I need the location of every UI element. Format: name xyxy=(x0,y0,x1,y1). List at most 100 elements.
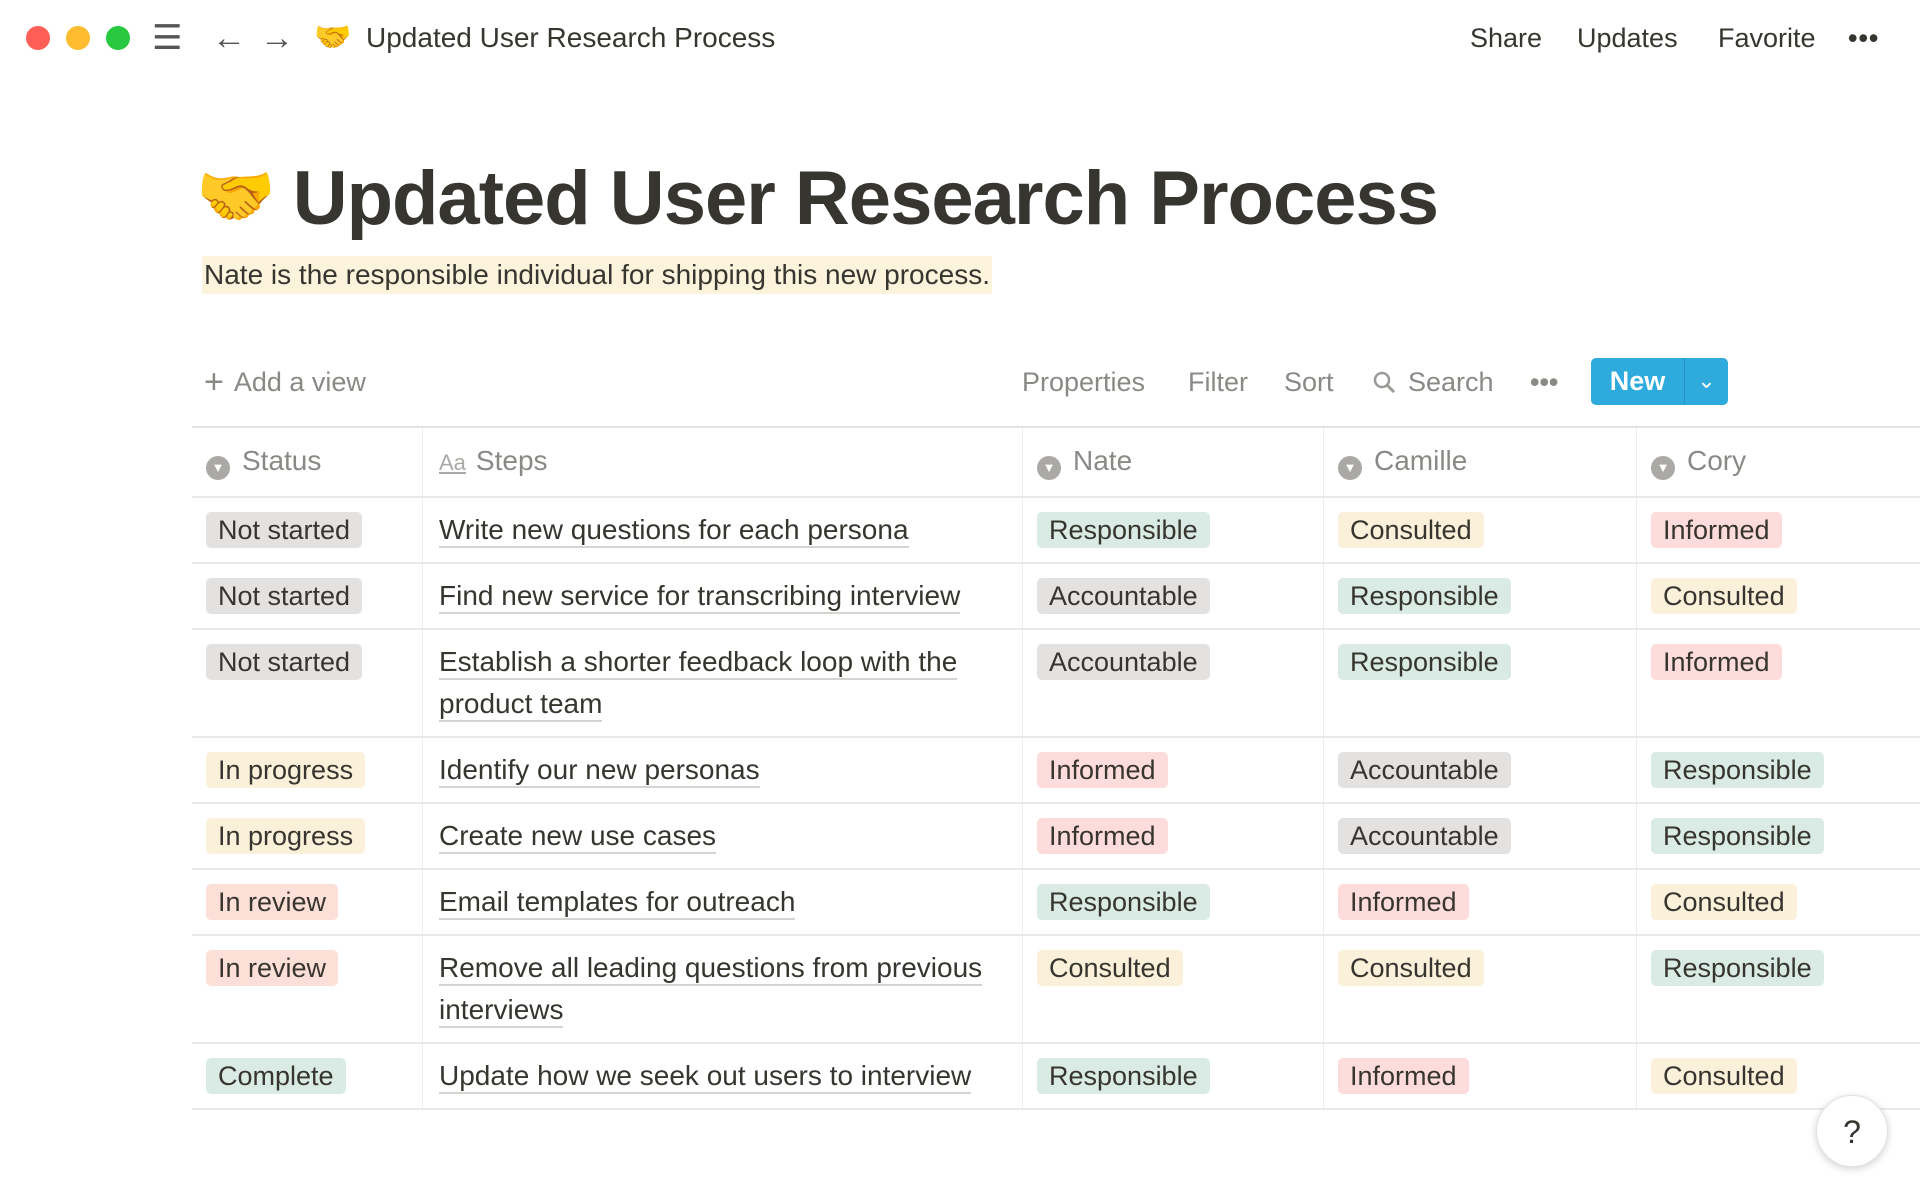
add-view-button[interactable]: + Add a view xyxy=(204,362,366,402)
cell-nate[interactable]: Accountable xyxy=(1023,564,1324,628)
table-row: In review Email templates for outreach Res… xyxy=(192,870,1920,936)
search-icon xyxy=(1373,371,1396,394)
table-header: ▼ Status Aa Steps ▼ Nate ▼ Camille ▼ Cory xyxy=(192,428,1920,498)
cell-cory[interactable]: Informed xyxy=(1637,630,1920,736)
cell-nate[interactable]: Responsible xyxy=(1023,1044,1324,1108)
step-link[interactable]: Identify our new personas xyxy=(439,754,760,788)
cell-status[interactable]: In review xyxy=(192,870,423,934)
forward-arrow-icon[interactable]: → xyxy=(260,19,294,57)
chevron-down-icon[interactable]: ⌄ xyxy=(1684,358,1728,405)
minimize-window-button[interactable] xyxy=(66,26,90,50)
column-header-cory[interactable]: ▼ Cory xyxy=(1637,428,1920,496)
cell-status[interactable]: In progress xyxy=(192,804,423,868)
share-button[interactable]: Share xyxy=(1470,23,1543,53)
role-tag: Responsible xyxy=(1037,1058,1210,1094)
cell-status[interactable]: Not started xyxy=(192,564,423,628)
cell-cory[interactable]: Consulted xyxy=(1637,1044,1920,1108)
cell-step[interactable]: Identify our new personas xyxy=(423,738,1023,802)
role-tag: Informed xyxy=(1037,752,1168,788)
page-title-text: Updated User Research Process xyxy=(292,156,1439,241)
column-label: Nate xyxy=(1073,445,1133,476)
cell-cory[interactable]: Responsible xyxy=(1637,804,1920,868)
cell-nate[interactable]: Responsible xyxy=(1023,870,1324,934)
cell-step[interactable]: Write new questions for each persona xyxy=(423,498,1023,562)
sort-button[interactable]: Sort xyxy=(1284,367,1334,397)
table-row: Not started Find new service for transcri… xyxy=(192,564,1920,630)
role-tag: Accountable xyxy=(1037,644,1210,680)
cell-step[interactable]: Update how we seek out users to intervie… xyxy=(423,1044,1023,1108)
cell-step[interactable]: Establish a shorter feedback loop with t… xyxy=(423,630,1023,736)
column-label: Cory xyxy=(1687,445,1747,476)
maximize-window-button[interactable] xyxy=(106,26,130,50)
select-property-icon: ▼ xyxy=(206,456,230,480)
cell-step[interactable]: Email templates for outreach xyxy=(423,870,1023,934)
column-header-steps[interactable]: Aa Steps xyxy=(423,428,1023,496)
page-title[interactable]: 🤝 Updated User Research Process xyxy=(196,150,1439,245)
cell-step[interactable]: Create new use cases xyxy=(423,804,1023,868)
role-tag: Consulted xyxy=(1037,950,1183,986)
cell-camille[interactable]: Accountable xyxy=(1324,738,1637,802)
properties-button[interactable]: Properties xyxy=(1022,367,1146,397)
role-tag: Responsible xyxy=(1651,950,1824,986)
status-tag: Complete xyxy=(206,1058,346,1094)
cell-step[interactable]: Remove all leading questions from previo… xyxy=(423,936,1023,1042)
column-label: Status xyxy=(242,445,322,476)
role-tag: Responsible xyxy=(1037,884,1210,920)
cell-status[interactable]: In review xyxy=(192,936,423,1042)
close-window-button[interactable] xyxy=(26,26,50,50)
step-link[interactable]: Email templates for outreach xyxy=(439,886,796,920)
role-tag: Accountable xyxy=(1338,818,1511,854)
cell-camille[interactable]: Informed xyxy=(1324,870,1637,934)
cell-camille[interactable]: Consulted xyxy=(1324,498,1637,562)
help-button[interactable]: ? xyxy=(1816,1095,1888,1167)
cell-camille[interactable]: Accountable xyxy=(1324,804,1637,868)
cell-nate[interactable]: Consulted xyxy=(1023,936,1324,1042)
role-tag: Consulted xyxy=(1651,884,1797,920)
step-link[interactable]: Establish a shorter feedback loop with t… xyxy=(439,646,958,722)
more-views-icon[interactable]: ••• xyxy=(1530,367,1559,397)
cell-cory[interactable]: Responsible xyxy=(1637,936,1920,1042)
step-link[interactable]: Write new questions for each persona xyxy=(439,514,909,548)
cell-camille[interactable]: Informed xyxy=(1324,1044,1637,1108)
page-description[interactable]: Nate is the responsible individual for s… xyxy=(202,256,992,294)
filter-button[interactable]: Filter xyxy=(1188,367,1248,397)
cell-camille[interactable]: Responsible xyxy=(1324,630,1637,736)
step-link[interactable]: Create new use cases xyxy=(439,820,717,854)
cell-status[interactable]: Complete xyxy=(192,1044,423,1108)
step-link[interactable]: Remove all leading questions from previo… xyxy=(439,952,983,1028)
step-link[interactable]: Update how we seek out users to intervie… xyxy=(439,1060,972,1094)
cell-nate[interactable]: Informed xyxy=(1023,738,1324,802)
column-header-nate[interactable]: ▼ Nate xyxy=(1023,428,1324,496)
favorite-button[interactable]: Favorite xyxy=(1718,23,1816,53)
cell-status[interactable]: In progress xyxy=(192,738,423,802)
column-header-camille[interactable]: ▼ Camille xyxy=(1324,428,1637,496)
cell-cory[interactable]: Informed xyxy=(1637,498,1920,562)
new-button[interactable]: New xyxy=(1609,366,1666,396)
cell-status[interactable]: Not started xyxy=(192,630,423,736)
cell-nate[interactable]: Informed xyxy=(1023,804,1324,868)
cell-step[interactable]: Find new service for transcribing interv… xyxy=(423,564,1023,628)
column-header-status[interactable]: ▼ Status xyxy=(192,428,423,496)
back-arrow-icon[interactable]: ← xyxy=(212,19,246,57)
cell-status[interactable]: Not started xyxy=(192,498,423,562)
window-title: Updated User Research Process xyxy=(366,22,776,53)
updates-button[interactable]: Updates xyxy=(1577,23,1678,53)
cell-nate[interactable]: Responsible xyxy=(1023,498,1324,562)
search-button[interactable]: Search xyxy=(1372,362,1494,402)
hamburger-menu-icon[interactable]: ☰ xyxy=(152,19,183,57)
role-tag: Informed xyxy=(1037,818,1168,854)
role-tag: Informed xyxy=(1338,1058,1469,1094)
role-tag: Consulted xyxy=(1651,1058,1797,1094)
role-tag: Informed xyxy=(1651,644,1782,680)
handshake-icon[interactable]: 🤝 xyxy=(196,160,276,232)
step-link[interactable]: Find new service for transcribing interv… xyxy=(439,580,961,614)
more-options-icon[interactable]: ••• xyxy=(1848,23,1880,53)
status-tag: In progress xyxy=(206,752,366,788)
cell-cory[interactable]: Consulted xyxy=(1637,870,1920,934)
cell-camille[interactable]: Responsible xyxy=(1324,564,1637,628)
cell-nate[interactable]: Accountable xyxy=(1023,630,1324,736)
status-tag: In review xyxy=(206,950,339,986)
cell-cory[interactable]: Consulted xyxy=(1637,564,1920,628)
cell-cory[interactable]: Responsible xyxy=(1637,738,1920,802)
cell-camille[interactable]: Consulted xyxy=(1324,936,1637,1042)
